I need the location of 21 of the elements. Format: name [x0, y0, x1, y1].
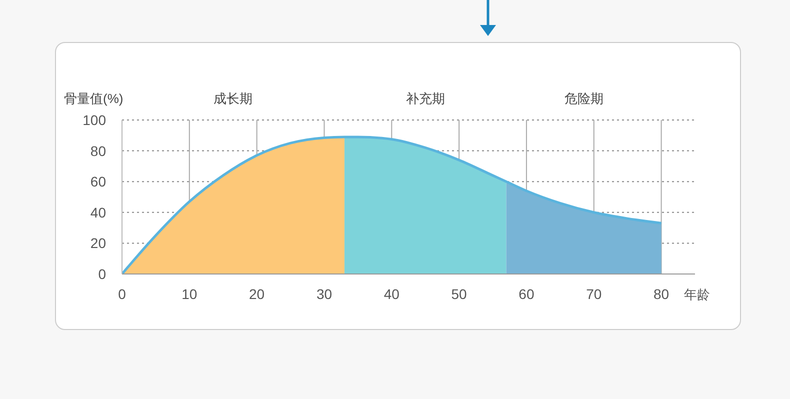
x-tick-label: 30	[315, 286, 334, 302]
x-tick-label: 60	[518, 286, 536, 302]
line-series	[122, 136, 663, 274]
y-tick-label: 100	[82, 112, 106, 128]
y-axis-title: 骨量值(%)	[64, 90, 124, 108]
x-tick-label: 80	[652, 286, 670, 302]
y-tick-label: 20	[90, 235, 106, 252]
y-tick-label: 40	[90, 204, 106, 220]
x-tick-label: 0	[117, 286, 127, 302]
x-tick-label: 70	[585, 286, 603, 302]
text: 补充期	[404, 90, 446, 108]
x-tick-label: 10	[180, 286, 198, 302]
x-axis-title: 年龄	[684, 286, 710, 304]
x-tick-label: 50	[450, 286, 468, 302]
text: 危险期	[563, 90, 604, 108]
x-tick-label: 40	[382, 286, 400, 302]
y-tick-label: 80	[90, 142, 106, 159]
y-tick-label: 60	[90, 174, 106, 190]
x-tick-label: 20	[248, 286, 266, 302]
text: 成长期	[212, 90, 254, 108]
y-tick-label: 0	[98, 266, 106, 282]
